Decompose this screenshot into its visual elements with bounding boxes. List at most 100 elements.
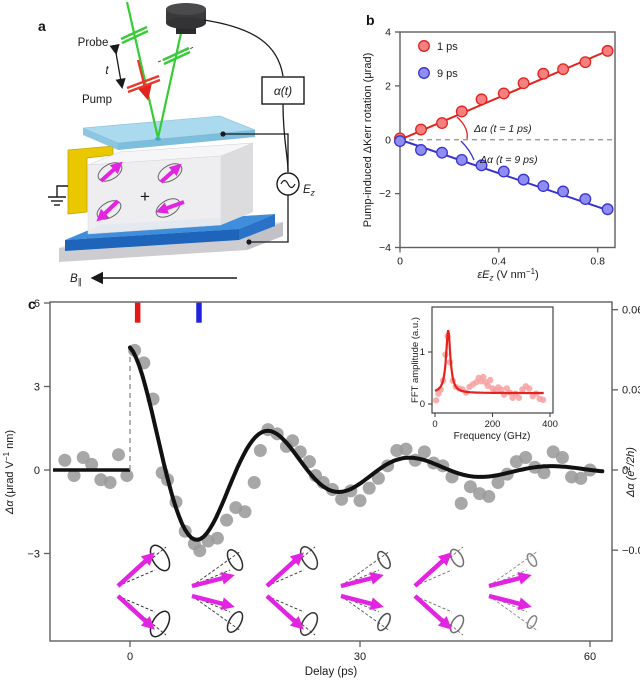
detector-icon bbox=[166, 3, 206, 34]
spin-snapshot-1 bbox=[116, 544, 171, 638]
plus-sign: + bbox=[140, 187, 150, 206]
tick-label: 60 bbox=[584, 651, 596, 663]
gate-wires bbox=[223, 133, 289, 243]
tick-label: 0 bbox=[432, 419, 437, 430]
c-data-point bbox=[58, 453, 72, 467]
b-annotation-9ps: Δα (t = 9 ps) bbox=[479, 154, 538, 166]
precession-ellipse bbox=[377, 612, 391, 632]
tick-label: 0.8 bbox=[590, 256, 605, 268]
c-data-point bbox=[519, 450, 533, 464]
tick-label: 0 bbox=[397, 256, 403, 268]
sample-crystal bbox=[87, 142, 254, 235]
panel-letter-a: a bbox=[38, 18, 46, 34]
inset-data-point bbox=[480, 373, 487, 381]
inset-data-point bbox=[497, 386, 505, 393]
c-data-point bbox=[555, 450, 569, 464]
c-data-point bbox=[302, 455, 316, 469]
c-data-point bbox=[371, 471, 385, 485]
panel-letter-c: c bbox=[28, 296, 36, 312]
tick-label: 400 bbox=[542, 419, 558, 430]
c-delay-marker-probe bbox=[196, 302, 202, 323]
tick-label: 2 bbox=[385, 80, 391, 92]
ez-field-label: Ez bbox=[303, 184, 316, 198]
b-data-point-9ps bbox=[497, 165, 510, 178]
panel-a-apparatus: + bbox=[48, 1, 316, 287]
precession-ellipse bbox=[526, 614, 538, 630]
c-plot-frame bbox=[49, 301, 613, 642]
b-data-point-9ps bbox=[517, 173, 530, 186]
c-data-point bbox=[238, 505, 252, 519]
precession-ellipse bbox=[226, 610, 244, 634]
inset-data-point bbox=[487, 376, 494, 384]
precession-ellipse bbox=[449, 548, 465, 568]
kerr-signal-label: α(t) bbox=[274, 84, 292, 98]
tick-label: 6 bbox=[34, 298, 40, 310]
probe-optic bbox=[120, 25, 149, 45]
b-data-point-9ps bbox=[394, 135, 406, 148]
b-data-point-1ps bbox=[475, 93, 488, 106]
c-delay-marker-pump bbox=[134, 302, 141, 323]
b-legend-label: 9 ps bbox=[437, 68, 458, 80]
spin-snapshot-5 bbox=[413, 546, 465, 636]
b-legend-marker bbox=[418, 67, 430, 79]
b-data-point-1ps bbox=[497, 87, 510, 100]
box-to-source-wire bbox=[282, 103, 289, 173]
b-angle-arc-red bbox=[456, 116, 468, 140]
tick-label: 30 bbox=[354, 651, 366, 663]
spin-arrow bbox=[413, 594, 452, 630]
tick-label: 0.03 bbox=[622, 385, 640, 397]
b-data-point-9ps bbox=[415, 144, 427, 156]
spin-cone-dashed-line bbox=[340, 550, 391, 587]
spin-arrow bbox=[413, 552, 452, 588]
panel-b-chart: −4 −2 0 2 4 0 0.4 0.8 1 ps 9 ps Δα (t = 1 ps) Δα (t… bbox=[362, 27, 616, 283]
tick-label: 1 bbox=[420, 347, 425, 358]
c-data-point bbox=[120, 469, 134, 483]
tick-label: 0 bbox=[420, 399, 425, 410]
c-data-point bbox=[210, 531, 224, 545]
b-data-point-1ps bbox=[517, 77, 530, 90]
c-data-point bbox=[353, 494, 367, 508]
c-data-point bbox=[417, 445, 431, 459]
c-data-point bbox=[85, 457, 99, 471]
b-data-point-9ps bbox=[579, 193, 592, 205]
c-x-axis-label: Delay (ps) bbox=[305, 666, 358, 678]
spin-arrow bbox=[191, 593, 235, 611]
c-data-point bbox=[491, 476, 505, 490]
c-data-point bbox=[399, 442, 413, 456]
tick-label: −4 bbox=[379, 242, 391, 254]
analyzer-optic bbox=[157, 46, 195, 66]
c-data-point bbox=[247, 476, 261, 490]
detector-wire bbox=[203, 19, 284, 77]
spin-arrow bbox=[488, 593, 532, 611]
tick-label: 0 bbox=[127, 651, 133, 663]
ac-source-icon bbox=[276, 172, 300, 196]
c-data-point bbox=[193, 544, 207, 558]
c-data-point bbox=[463, 480, 477, 494]
c-data-point bbox=[111, 448, 125, 462]
b-angle-arc-blue bbox=[460, 140, 475, 161]
tick-label: −2 bbox=[379, 188, 391, 200]
c-data-point bbox=[482, 489, 496, 503]
panel-letter-b: b bbox=[366, 12, 375, 28]
c-data-point bbox=[103, 476, 117, 490]
spin-cone-dashed-line bbox=[340, 595, 391, 632]
b-x-axis-label: εEz (V nm−1) bbox=[477, 267, 538, 283]
c-data-point bbox=[253, 444, 267, 458]
tick-label: 0.4 bbox=[492, 256, 507, 268]
pump-label: Pump bbox=[82, 94, 112, 106]
tick-label: 200 bbox=[485, 419, 501, 430]
b-data-point-1ps bbox=[537, 67, 550, 80]
c-data-point bbox=[362, 481, 376, 495]
b-legend-label: 1 ps bbox=[437, 41, 458, 53]
c-data-point bbox=[537, 466, 551, 480]
inset-data-point bbox=[432, 397, 440, 404]
spin-arrow bbox=[340, 571, 384, 589]
spin-arrow bbox=[265, 552, 304, 588]
top-contact-dot bbox=[220, 131, 226, 137]
c-data-point bbox=[335, 492, 349, 506]
ground-symbol bbox=[48, 185, 68, 206]
b-data-point-1ps bbox=[436, 117, 448, 129]
b-data-point-9ps bbox=[475, 159, 488, 172]
precession-ellipse bbox=[526, 552, 538, 568]
